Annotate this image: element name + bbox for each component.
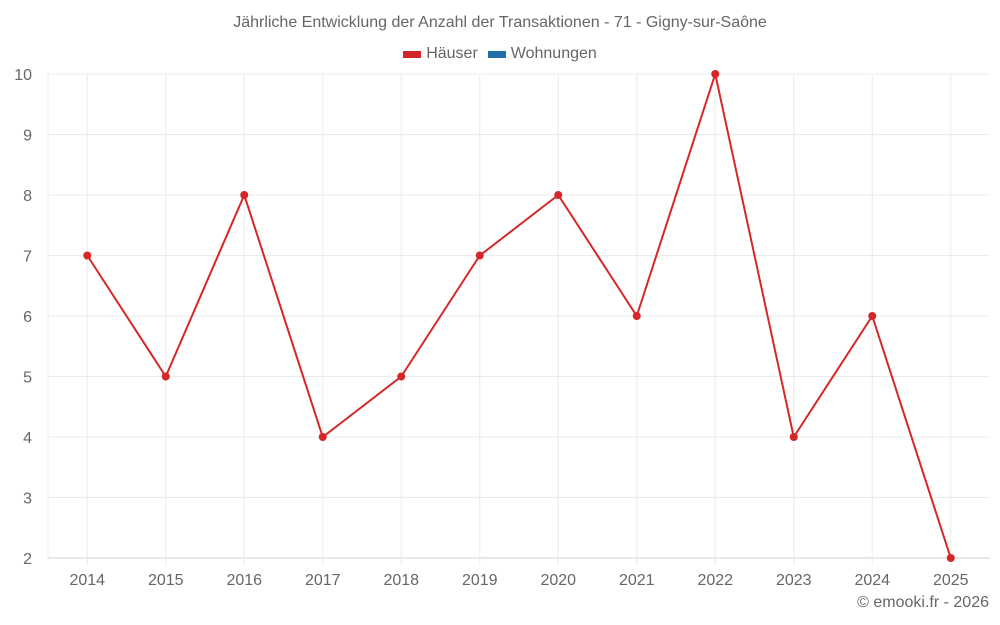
legend-swatch-wohnungen: [487, 50, 506, 58]
data-point[interactable]: [946, 554, 955, 562]
data-point[interactable]: [789, 433, 798, 441]
x-tick-label: 2022: [697, 572, 733, 589]
y-tick-label: 9: [23, 128, 32, 145]
grid-lines: [47, 73, 990, 566]
x-tick-label: 2019: [462, 572, 498, 589]
legend-label-wohnungen: Wohnungen: [510, 45, 597, 62]
y-tick-label: 6: [23, 309, 32, 326]
data-point[interactable]: [868, 312, 877, 320]
x-tick-label: 2024: [854, 572, 890, 589]
legend-swatch-haeuser: [403, 50, 422, 58]
y-tick-label: 10: [14, 67, 32, 84]
x-axis: 2014 2015 2016 2017 2018 2019 2020 2021 2022 2023…: [69, 572, 968, 589]
x-tick-label: 2017: [305, 572, 341, 589]
data-point[interactable]: [161, 372, 170, 381]
legend-item-wohnungen[interactable]: Wohnungen: [487, 45, 597, 63]
data-point[interactable]: [83, 251, 92, 260]
x-tick-label: 2025: [933, 572, 969, 589]
y-tick-label: 8: [23, 188, 32, 205]
y-tick-label: 4: [23, 430, 32, 447]
data-point[interactable]: [475, 251, 484, 260]
series-haeuser: [83, 70, 955, 562]
x-tick-label: 2020: [540, 572, 576, 589]
x-tick-label: 2018: [383, 572, 419, 589]
data-point[interactable]: [632, 312, 641, 320]
x-tick-label: 2016: [226, 572, 262, 589]
data-point[interactable]: [240, 191, 249, 199]
y-tick-label: 7: [23, 249, 32, 266]
y-tick-label: 2: [23, 551, 32, 568]
chart-title: Jährliche Entwicklung der Anzahl der Tra…: [233, 14, 767, 31]
legend-label-haeuser: Häuser: [426, 45, 478, 62]
y-tick-label: 3: [23, 491, 32, 508]
copyright-footer: © emooki.fr - 2026: [857, 594, 989, 611]
x-tick-label: 2023: [776, 572, 812, 589]
x-tick-label: 2021: [619, 572, 655, 589]
data-point[interactable]: [711, 70, 720, 78]
data-point[interactable]: [397, 372, 406, 381]
x-tick-label: 2015: [148, 572, 184, 589]
series-line: [86, 73, 952, 559]
data-point[interactable]: [318, 433, 327, 441]
legend-item-haeuser[interactable]: Häuser: [403, 45, 478, 63]
y-axis: 2 3 4 5 6 7 8 9 10: [14, 67, 32, 568]
y-tick-label: 5: [23, 370, 32, 387]
x-tick-label: 2014: [69, 572, 105, 589]
data-point[interactable]: [554, 191, 563, 199]
chart-legend: Häuser Wohnungen: [0, 45, 1000, 63]
